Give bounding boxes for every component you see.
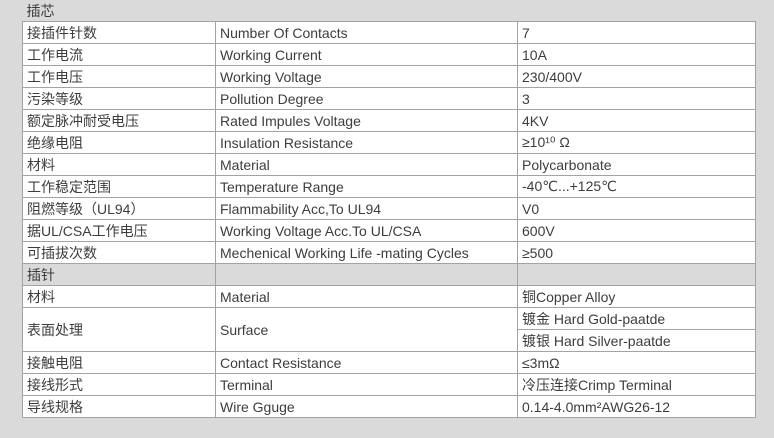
spec-label-en: Working Voltage Acc.To UL/CSA — [215, 219, 518, 242]
spec-value: 7 — [517, 21, 756, 44]
spec-label-cn: 导线规格 — [22, 395, 216, 418]
table-row: 镀银 Hard Silver-paatde — [23, 329, 756, 352]
spec-label-cn: 工作电流 — [22, 43, 216, 66]
table-row: 导线规格 Wire Gguge 0.14-4.0mm²AWG26-12 — [22, 395, 756, 418]
spec-label-en: Mechenical Working Life -mating Cycles — [215, 241, 518, 264]
spec-value: ≥10¹⁰ Ω — [517, 131, 756, 154]
table-row: 绝缘电阻 Insulation Resistance ≥10¹⁰ Ω — [22, 131, 756, 154]
spec-label-en: Working Voltage — [215, 65, 518, 88]
spec-label-cn: 接触电阻 — [22, 351, 216, 374]
spec-label-en: Material — [215, 153, 518, 176]
spec-label-en: Rated Impules Voltage — [215, 109, 518, 132]
spec-value: Polycarbonate — [517, 153, 756, 176]
section-title-pin: 插针 — [22, 263, 216, 286]
spec-value: 4KV — [517, 109, 756, 132]
spec-label-cn: 阻燃等级（UL94） — [22, 197, 216, 220]
spec-table: 插芯 接插件针数 Number Of Contacts 7 工作电流 Worki… — [22, 0, 756, 418]
spec-label-en: Temperature Range — [215, 175, 518, 198]
table-row: 工作电流 Working Current 10A — [22, 43, 756, 66]
section-header-row-core: 插芯 — [22, 0, 756, 22]
table-row: 材料 Material 铜Copper Alloy — [22, 285, 756, 308]
spec-label-cn: 据UL/CSA工作电压 — [22, 219, 216, 242]
spec-label-cn: 接插件针数 — [22, 21, 216, 44]
spec-label-en: Contact Resistance — [215, 351, 518, 374]
table-row: 接触电阻 Contact Resistance ≤3mΩ — [22, 351, 756, 374]
spec-label-en: Material — [215, 285, 518, 308]
spec-value: -40℃...+125℃ — [517, 175, 756, 198]
table-row: 接线形式 Terminal 冷压连接Crimp Terminal — [22, 373, 756, 396]
table-row: 工作电压 Working Voltage 230/400V — [22, 65, 756, 88]
table-row: 额定脉冲耐受电压 Rated Impules Voltage 4KV — [22, 109, 756, 132]
section-title-core: 插芯 — [22, 0, 756, 22]
spec-value: 镀金 Hard Gold-paatde — [517, 307, 756, 330]
spec-label-en: Flammability Acc,To UL94 — [215, 197, 518, 220]
spec-label-cn: 材料 — [22, 153, 216, 176]
spec-value: V0 — [517, 197, 756, 220]
spec-label-cn: 污染等级 — [22, 87, 216, 110]
spec-label-cn: 额定脉冲耐受电压 — [22, 109, 216, 132]
spec-label-cn: 可插拔次数 — [22, 241, 216, 264]
section-header-row-pin: 插针 — [22, 263, 756, 286]
section-header-empty-cell — [517, 263, 756, 286]
spec-value: 230/400V — [517, 65, 756, 88]
spec-value: 3 — [517, 87, 756, 110]
spec-value: ≤3mΩ — [517, 351, 756, 374]
spec-value: 600V — [517, 219, 756, 242]
table-row: 工作稳定范围 Temperature Range -40℃...+125℃ — [22, 175, 756, 198]
spec-label-en: Pollution Degree — [215, 87, 518, 110]
spec-label-en: Working Current — [215, 43, 518, 66]
spec-value: 10A — [517, 43, 756, 66]
table-row: 据UL/CSA工作电压 Working Voltage Acc.To UL/CS… — [22, 219, 756, 242]
spec-label-en: Insulation Resistance — [215, 131, 518, 154]
spec-label-en: Terminal — [215, 373, 518, 396]
spec-value: 冷压连接Crimp Terminal — [517, 373, 756, 396]
section-header-empty-cell — [215, 263, 518, 286]
spec-label-en: Number Of Contacts — [215, 21, 518, 44]
spec-label-cn: 工作电压 — [22, 65, 216, 88]
table-row: 表面处理 Surface 镀金 Hard Gold-paatde — [22, 307, 756, 352]
spec-label-cn: 工作稳定范围 — [22, 175, 216, 198]
table-row: 阻燃等级（UL94） Flammability Acc,To UL94 V0 — [22, 197, 756, 220]
table-row: 材料 Material Polycarbonate — [22, 153, 756, 176]
spec-value: 铜Copper Alloy — [517, 285, 756, 308]
spec-value: ≥500 — [517, 241, 756, 264]
table-row: 接插件针数 Number Of Contacts 7 — [22, 21, 756, 44]
spec-label-en: Surface — [215, 307, 518, 352]
spec-label-en: Wire Gguge — [215, 395, 518, 418]
table-row: 可插拔次数 Mechenical Working Life -mating Cy… — [22, 241, 756, 264]
spec-label-cn: 绝缘电阻 — [22, 131, 216, 154]
table-row: 污染等级 Pollution Degree 3 — [22, 87, 756, 110]
spec-value: 0.14-4.0mm²AWG26-12 — [517, 395, 756, 418]
spec-label-cn: 材料 — [22, 285, 216, 308]
spec-label-cn: 表面处理 — [22, 307, 216, 352]
spec-value: 镀银 Hard Silver-paatde — [517, 329, 756, 352]
spec-label-cn: 接线形式 — [22, 373, 216, 396]
